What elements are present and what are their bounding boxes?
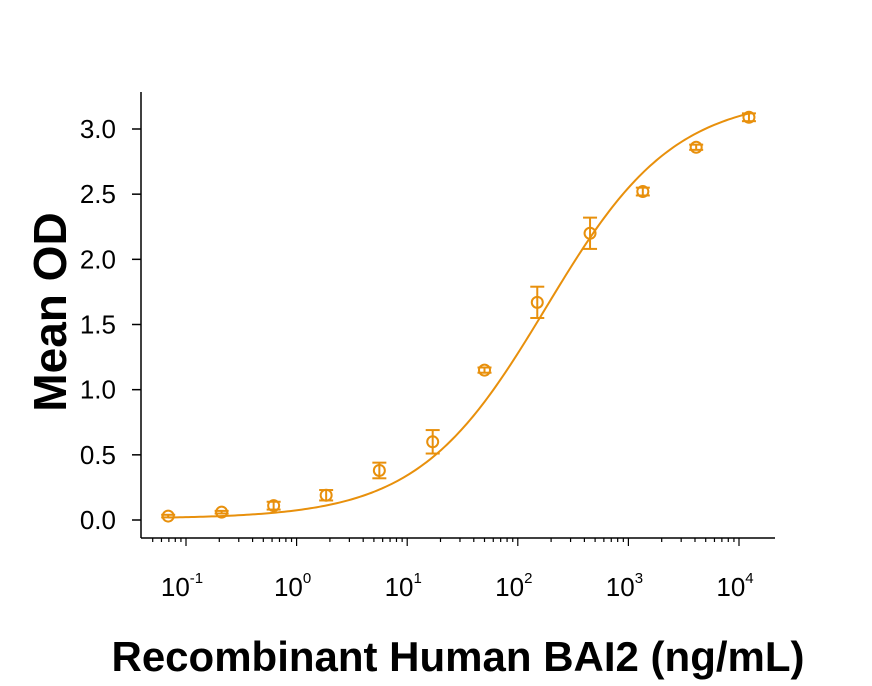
data-point	[161, 509, 176, 523]
point-marker	[319, 488, 333, 502]
y-tick-label: 3.0	[80, 114, 116, 144]
point-marker	[267, 499, 281, 513]
point-marker	[636, 185, 650, 199]
y-tick-label: 1.0	[80, 375, 116, 405]
x-ticks: 10-1 100 101 102 103 104	[152, 538, 754, 602]
point-marker	[689, 140, 703, 154]
fit-curve	[168, 112, 750, 519]
y-tick-label: 0.0	[80, 505, 116, 535]
data-point	[635, 185, 650, 199]
y-ticks: 0.0 0.5 1.0 1.5 2.0 2.5 3.0	[80, 114, 141, 535]
data-point	[214, 505, 229, 519]
y-tick-label: 2.0	[80, 244, 116, 274]
x-tick-label: 10-1	[161, 570, 203, 602]
y-axis-title: Mean OD	[24, 212, 76, 411]
x-tick-label: 103	[606, 570, 643, 602]
y-tick-label: 2.5	[80, 179, 116, 209]
data-point	[583, 216, 598, 250]
x-tick-label: 101	[385, 570, 422, 602]
x-axis-title: Recombinant Human BAI2 (ng/mL)	[111, 633, 804, 680]
data-point	[477, 363, 492, 377]
data-point	[689, 140, 704, 154]
data-point	[372, 461, 387, 480]
data-point	[425, 429, 440, 455]
x-tick-label: 104	[716, 570, 753, 602]
axes	[140, 92, 775, 539]
data-point	[741, 110, 756, 124]
point-marker	[426, 435, 440, 449]
x-tick-label: 102	[495, 570, 532, 602]
point-marker	[161, 509, 175, 523]
x-tick-label: 100	[274, 570, 311, 602]
y-tick-label: 1.5	[80, 310, 116, 340]
point-marker	[742, 110, 756, 124]
data-point	[530, 285, 545, 319]
point-marker	[372, 463, 386, 477]
data-point	[266, 499, 281, 513]
point-marker	[478, 363, 492, 377]
y-tick-label: 0.5	[80, 440, 116, 470]
data-point	[319, 488, 334, 502]
point-marker	[530, 295, 544, 309]
point-marker	[215, 505, 229, 519]
data-points	[161, 110, 756, 523]
point-marker	[583, 226, 597, 240]
